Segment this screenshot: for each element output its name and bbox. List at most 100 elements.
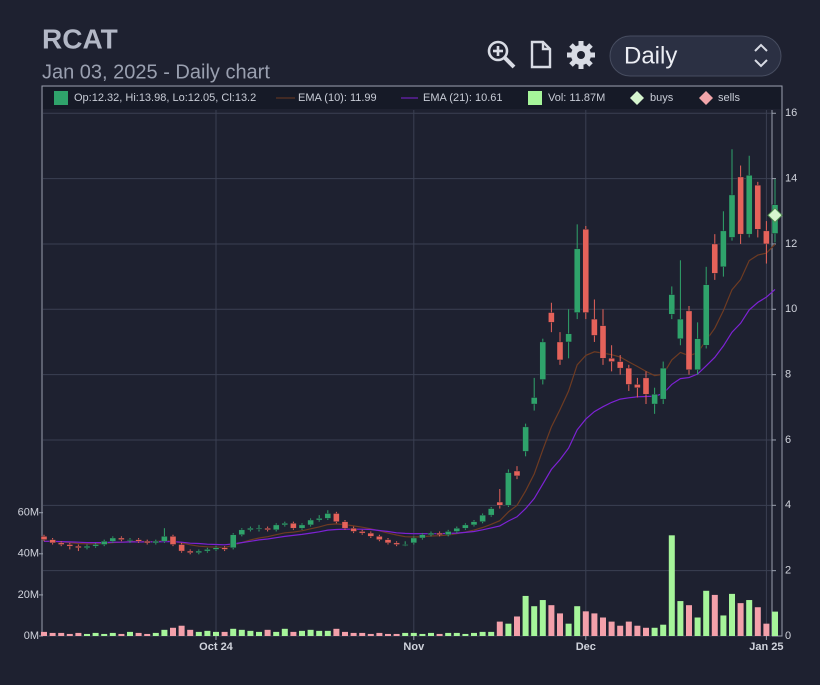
- candle-body: [212, 547, 220, 550]
- candle-body: [316, 518, 323, 521]
- volume-bar: [299, 630, 305, 636]
- candle-body: [453, 527, 460, 532]
- candle-body: [290, 523, 297, 529]
- volume-bar: [221, 631, 228, 636]
- candle-body: [488, 508, 495, 516]
- volume-bar: [505, 623, 512, 636]
- candle-body: [531, 397, 538, 405]
- candle-body: [565, 333, 572, 343]
- volume-bar: [608, 621, 615, 636]
- candle-body: [75, 545, 82, 548]
- volume-bar: [75, 632, 82, 636]
- candle-body: [728, 194, 736, 238]
- candle-body: [677, 318, 684, 339]
- volume-bar: [161, 629, 168, 636]
- export-button[interactable]: [530, 40, 552, 69]
- candle-body: [505, 472, 512, 506]
- chart-title: RCAT: [42, 23, 118, 54]
- volume-bar: [58, 632, 65, 636]
- candle-body: [350, 527, 357, 532]
- volume-bar: [617, 625, 624, 636]
- candle-body: [169, 536, 177, 545]
- volume-bar: [729, 593, 735, 636]
- x-tick-label: Dec: [576, 641, 596, 653]
- legend-label: EMA (10): 11.99: [298, 92, 377, 104]
- candle-body: [298, 524, 306, 529]
- candle-body: [229, 534, 237, 548]
- candle-body: [118, 537, 125, 540]
- legend: Op:12.32, Hi:13.98, Lo:12.05, Cl:13.2 EM…: [54, 91, 741, 105]
- candle-body: [763, 230, 770, 245]
- volume-bar: [660, 624, 667, 636]
- volume-bar: [428, 632, 434, 636]
- volume-bar: [264, 629, 271, 636]
- volume-bar: [256, 631, 262, 636]
- candle-body: [204, 549, 211, 552]
- candle-body: [161, 536, 168, 542]
- interval-select[interactable]: Daily: [609, 35, 782, 77]
- volume-bar: [479, 631, 486, 636]
- candle-body: [668, 294, 675, 315]
- volume-bar: [127, 631, 133, 636]
- candle-body: [341, 521, 349, 529]
- volume-bar: [539, 600, 546, 636]
- candle-body: [410, 537, 417, 544]
- y-tick-label: 10: [785, 303, 797, 315]
- volume-bar: [557, 613, 563, 636]
- volume-bar: [342, 631, 348, 636]
- volume-bar: [135, 632, 142, 636]
- candle-body: [685, 310, 693, 370]
- plot-frame: [41, 85, 783, 637]
- candle-body: [651, 394, 658, 405]
- volume-bar: [453, 632, 460, 636]
- interval-label: Daily: [624, 42, 677, 69]
- candle-body: [617, 361, 624, 369]
- volume-bar: [488, 631, 495, 636]
- volume-bar: [324, 630, 331, 636]
- candle-body: [49, 539, 56, 544]
- y2-tick-label: 20M: [18, 589, 39, 601]
- volume-bar: [668, 535, 675, 636]
- volume-bar: [651, 627, 658, 636]
- candle-body: [402, 544, 409, 546]
- volume-bar: [754, 607, 761, 636]
- plot-area: 0 2 4 6 8 10 12 14 16 0M 20M 40M 60M Oct 24 Nov Dec Jan …: [18, 107, 798, 653]
- volume-bar: [92, 632, 99, 636]
- volume-bar: [41, 631, 47, 636]
- candle-body: [109, 537, 117, 542]
- candle-body: [247, 527, 254, 531]
- settings-button[interactable]: [567, 41, 595, 69]
- volume-bar: [591, 613, 598, 636]
- x-tick-label: Jan 25: [749, 641, 783, 653]
- volume-bar: [118, 633, 125, 636]
- candle-body: [754, 184, 761, 230]
- candle-body: [384, 539, 392, 544]
- candle-body: [703, 284, 710, 346]
- candle-body: [625, 367, 632, 385]
- candle-body: [66, 544, 74, 547]
- candle-body: [324, 513, 331, 519]
- volume-bar: [402, 632, 409, 636]
- volume-bar: [367, 633, 374, 636]
- volume-bar: [634, 625, 641, 636]
- candle-body: [574, 248, 581, 313]
- candle-body: [479, 514, 486, 522]
- candle-body: [496, 501, 503, 506]
- volume-bar: [247, 630, 254, 636]
- candle-body: [135, 539, 142, 542]
- volume-bar: [514, 616, 520, 636]
- zoom-button[interactable]: [487, 40, 516, 69]
- volume-bar: [187, 629, 194, 636]
- candle-body: [195, 550, 203, 553]
- legend-label: Op:12.32, Hi:13.98, Lo:12.05, Cl:13.2: [74, 92, 256, 104]
- candle-body: [427, 532, 435, 535]
- volume-bar: [746, 600, 753, 636]
- candle-body: [255, 527, 263, 530]
- volume-bar: [643, 627, 649, 636]
- y-tick-label: 8: [785, 369, 791, 381]
- y-tick-label: 14: [785, 173, 797, 185]
- candle-body: [100, 541, 108, 545]
- volume-bar: [178, 625, 185, 636]
- volume-bar: [711, 594, 718, 636]
